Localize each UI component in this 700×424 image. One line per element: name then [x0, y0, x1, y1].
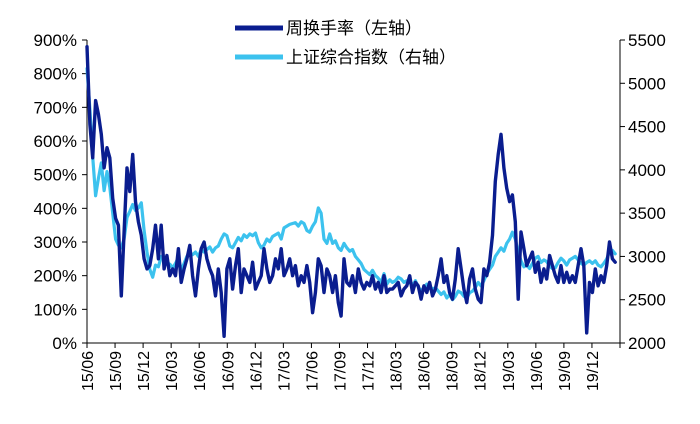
y-left-tick-label: 400% [34, 199, 77, 218]
x-tick-label: 18/09 [445, 351, 462, 391]
x-tick-label: 16/12 [248, 351, 265, 391]
x-tick-label: 17/03 [276, 351, 293, 391]
y-right-tick-label: 3000 [628, 247, 666, 266]
y-left-tick-label: 0% [52, 334, 77, 353]
x-tick-label: 19/03 [501, 351, 518, 391]
x-tick-label: 18/12 [473, 351, 490, 391]
series-line-turnover [85, 45, 617, 338]
x-tick-label: 17/12 [361, 351, 378, 391]
legend: 周换手率（左轴） 上证综合指数（右轴） [235, 19, 456, 68]
x-tick-label: 16/03 [164, 351, 181, 391]
x-tick-label: 15/12 [136, 351, 153, 391]
y-right-tick-label: 2000 [628, 334, 666, 353]
x-tick-label: 15/09 [108, 351, 125, 391]
y-right-tick-label: 4000 [628, 161, 666, 180]
legend-label-turnover: 周换手率（左轴） [286, 19, 422, 39]
y-right-tick-label: 4500 [628, 118, 666, 137]
y-right-tick-label: 3500 [628, 204, 666, 223]
y-right-tick-label: 2500 [628, 291, 666, 310]
x-tick-label: 18/06 [417, 351, 434, 391]
axes-group: 0% 100% 200% 300% 400% 500% 600% 700% 800% 900% 20… [34, 31, 666, 391]
y-left-tick-label: 800% [34, 65, 77, 84]
y-left-tick-label: 200% [34, 267, 77, 286]
y-left-tick-label: 900% [34, 31, 77, 50]
x-tick-label: 18/03 [389, 351, 406, 391]
series-group [85, 45, 617, 338]
y-left-tick-label: 600% [34, 132, 77, 151]
y-right-tick-label: 5500 [628, 31, 666, 50]
x-tick-label: 16/06 [192, 351, 209, 391]
x-tick-label: 19/09 [557, 351, 574, 391]
x-tick-label: 17/06 [304, 351, 321, 391]
x-tick-label: 19/12 [585, 351, 602, 391]
x-tick-label: 15/06 [80, 351, 97, 391]
y-left-tick-label: 300% [34, 233, 77, 252]
y-left-tick-label: 500% [34, 166, 77, 185]
x-tick-label: 19/06 [529, 351, 546, 391]
legend-label-index: 上证综合指数（右轴） [286, 48, 456, 68]
x-tick-label: 16/09 [220, 351, 237, 391]
y-left-tick-label: 100% [34, 300, 77, 319]
y-right-tick-label: 5000 [628, 74, 666, 93]
y-left-tick-label: 700% [34, 98, 77, 117]
x-tick-label: 17/09 [332, 351, 349, 391]
